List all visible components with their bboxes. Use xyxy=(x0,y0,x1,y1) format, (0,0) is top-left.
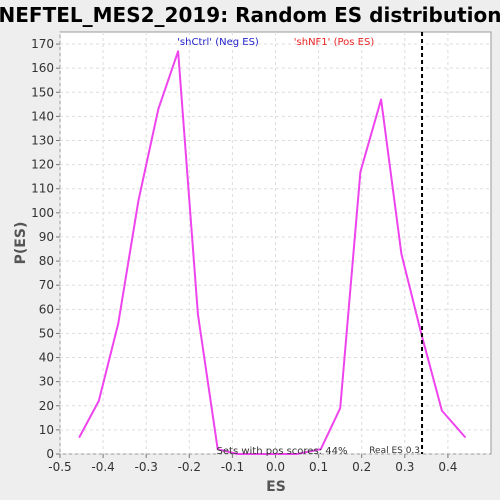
data-point xyxy=(441,409,443,412)
x-tick-label: 0.0 xyxy=(266,460,285,474)
y-tick-label: 130 xyxy=(31,134,54,148)
data-point xyxy=(197,313,199,315)
y-tick-label: 10 xyxy=(39,423,54,437)
neg-es-annotation: 'shCtrl' (Neg ES) xyxy=(177,37,259,48)
data-point xyxy=(177,50,179,53)
y-tick-label: 150 xyxy=(31,85,54,99)
real-es-label: Real ES 0.3 xyxy=(369,446,420,456)
y-tick-label: 20 xyxy=(39,399,54,413)
y-tick-label: 160 xyxy=(31,61,54,75)
es-distribution-line xyxy=(78,50,466,455)
data-point xyxy=(296,453,298,455)
data-point xyxy=(256,453,259,455)
y-tick-label: 120 xyxy=(31,158,54,172)
data-point xyxy=(319,448,322,450)
data-point xyxy=(400,253,403,255)
y-tick-label: 30 xyxy=(39,375,54,389)
y-axis-label: P(ES) xyxy=(13,222,29,265)
x-tick-label: 0.2 xyxy=(352,460,371,474)
x-tick-label: 0.3 xyxy=(395,460,414,474)
data-point xyxy=(97,400,100,402)
y-tick-label: 170 xyxy=(31,37,54,51)
x-tick-label: -0.4 xyxy=(91,460,114,474)
series-layer xyxy=(78,32,466,455)
y-tick-label: 90 xyxy=(39,230,54,244)
data-point xyxy=(339,407,341,409)
data-point xyxy=(216,448,219,450)
x-axis-label: ES xyxy=(266,479,286,495)
grid-lines xyxy=(59,32,491,455)
y-tick-label: 70 xyxy=(39,278,54,292)
y-tick-label: 140 xyxy=(31,109,54,123)
x-tick-label: -0.2 xyxy=(178,460,201,474)
y-tick-label: 0 xyxy=(46,447,54,461)
x-tick-label: -0.1 xyxy=(221,460,244,474)
y-tick-label: 100 xyxy=(31,206,54,220)
data-point xyxy=(464,436,466,438)
x-tick-label: 0.1 xyxy=(309,460,328,474)
y-tick-label: 110 xyxy=(31,182,54,196)
pos-es-annotation: 'shNF1' (Pos ES) xyxy=(294,37,375,48)
chart-title: NEFTEL_MES2_2019: Random ES distribution xyxy=(0,3,500,27)
x-tick-label: 0.4 xyxy=(438,460,457,474)
data-point xyxy=(236,453,239,455)
data-point xyxy=(276,453,279,455)
data-point xyxy=(359,171,362,173)
y-tick-label: 40 xyxy=(39,351,54,365)
annotations: Real ES 0.3 'shCtrl' (Neg ES) 'shNF1' (Pos… xyxy=(177,37,420,457)
axes: 0 10 20 30 40 50 60 70 80 90 100 110 120 130 140 150 160… xyxy=(31,37,457,474)
data-point xyxy=(380,98,382,101)
data-point xyxy=(137,200,140,202)
pos-scores-annotation: Sets with pos scores: 44% xyxy=(217,446,348,457)
x-tick-label: -0.3 xyxy=(134,460,157,474)
y-tick-label: 80 xyxy=(39,254,54,268)
data-point xyxy=(78,436,81,438)
data-point xyxy=(117,322,119,325)
data-point xyxy=(157,108,160,110)
x-tick-label: -0.5 xyxy=(48,460,71,474)
y-tick-label: 60 xyxy=(39,302,54,316)
y-tick-label: 50 xyxy=(39,326,54,340)
